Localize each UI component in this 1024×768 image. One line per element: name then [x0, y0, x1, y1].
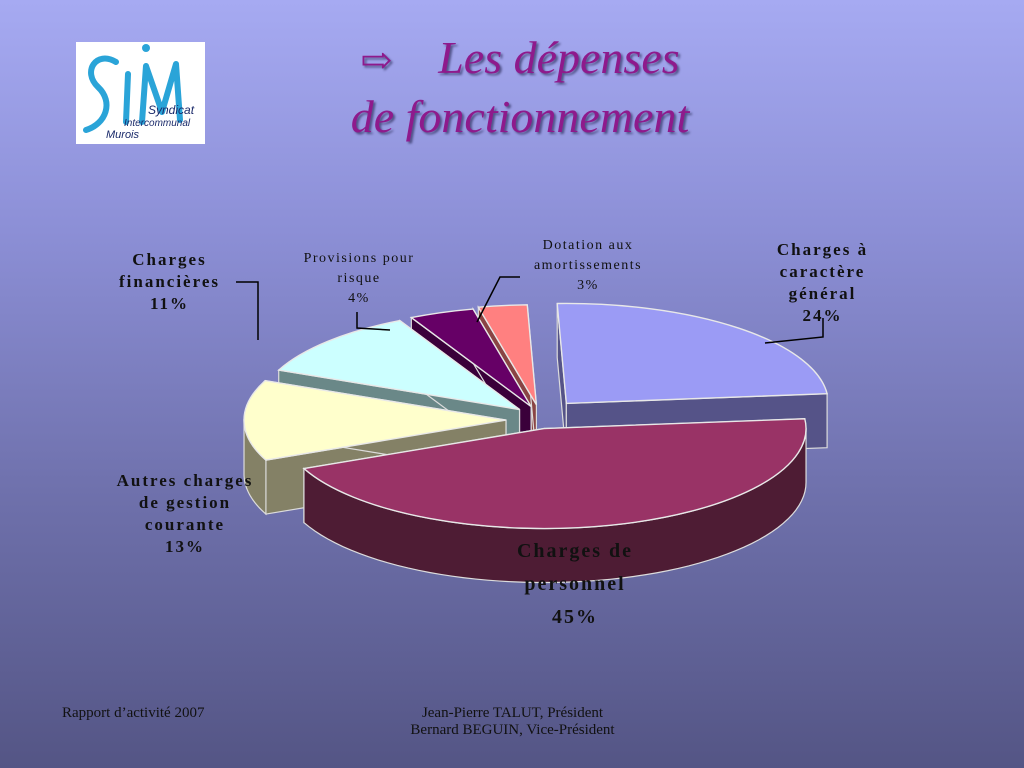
label-value: 4% — [348, 291, 370, 306]
label-charges-generales: Charges à caractère général 24% — [755, 239, 890, 327]
title-line-1: ⇨ Les dépenses — [250, 30, 790, 89]
footer-report: Rapport d’activité 2007 — [62, 705, 205, 721]
label-name: Dotation aux amortissements — [533, 238, 643, 273]
label-value: 3% — [577, 278, 599, 293]
leader-charges-financieres — [236, 281, 259, 340]
label-value: 45% — [552, 606, 598, 628]
logo-graphic: Syndicat Intercommunal Murois — [83, 44, 195, 141]
footer-authors: Jean-Pierre TALUT, Président Bernard BEG… — [360, 705, 665, 739]
label-charges-personnel: Charges de personnel 45% — [480, 535, 670, 634]
footer-author-1: Jean-Pierre TALUT, Président — [421, 705, 604, 721]
label-name: Charges de personnel — [516, 540, 634, 595]
leader-dotation — [476, 276, 520, 323]
label-name: Charges à caractère général — [776, 240, 869, 303]
title-text-1: Les dépenses — [438, 32, 680, 83]
label-value: 13% — [165, 537, 205, 556]
label-dotation: Dotation aux amortissements 3% — [512, 236, 664, 296]
sim-logo: Syndicat Intercommunal Murois — [76, 42, 205, 144]
label-name: Charges financières — [118, 250, 220, 291]
logo-subtitle-3: Murois — [106, 129, 140, 141]
logo-subtitle-2: Intercommunal — [124, 118, 191, 129]
slide-title: ⇨ Les dépenses de fonctionnement — [250, 30, 790, 145]
label-value: 11% — [149, 294, 190, 313]
arrow-icon: ⇨ — [360, 40, 393, 82]
label-autres-charges: Autres charges de gestion courante 13% — [110, 470, 260, 558]
label-charges-financieres: Charges financières 11% — [92, 249, 247, 315]
leader-lines — [236, 276, 824, 344]
leader-provisions — [356, 312, 391, 331]
title-line-2: de fonctionnement — [350, 91, 690, 142]
label-name: Autres charges de gestion courante — [116, 471, 254, 534]
label-provisions: Provisions pour risque 4% — [300, 249, 418, 309]
logo-subtitle-1: Syndicat — [148, 103, 195, 117]
label-name: Provisions pour risque — [303, 251, 415, 286]
label-value: 24% — [802, 306, 843, 325]
leader-charges-generales — [764, 318, 824, 344]
slice-charges-personnel — [302, 418, 807, 584]
footer-author-2: Bernard BEGUIN, Vice-Président — [410, 722, 615, 738]
